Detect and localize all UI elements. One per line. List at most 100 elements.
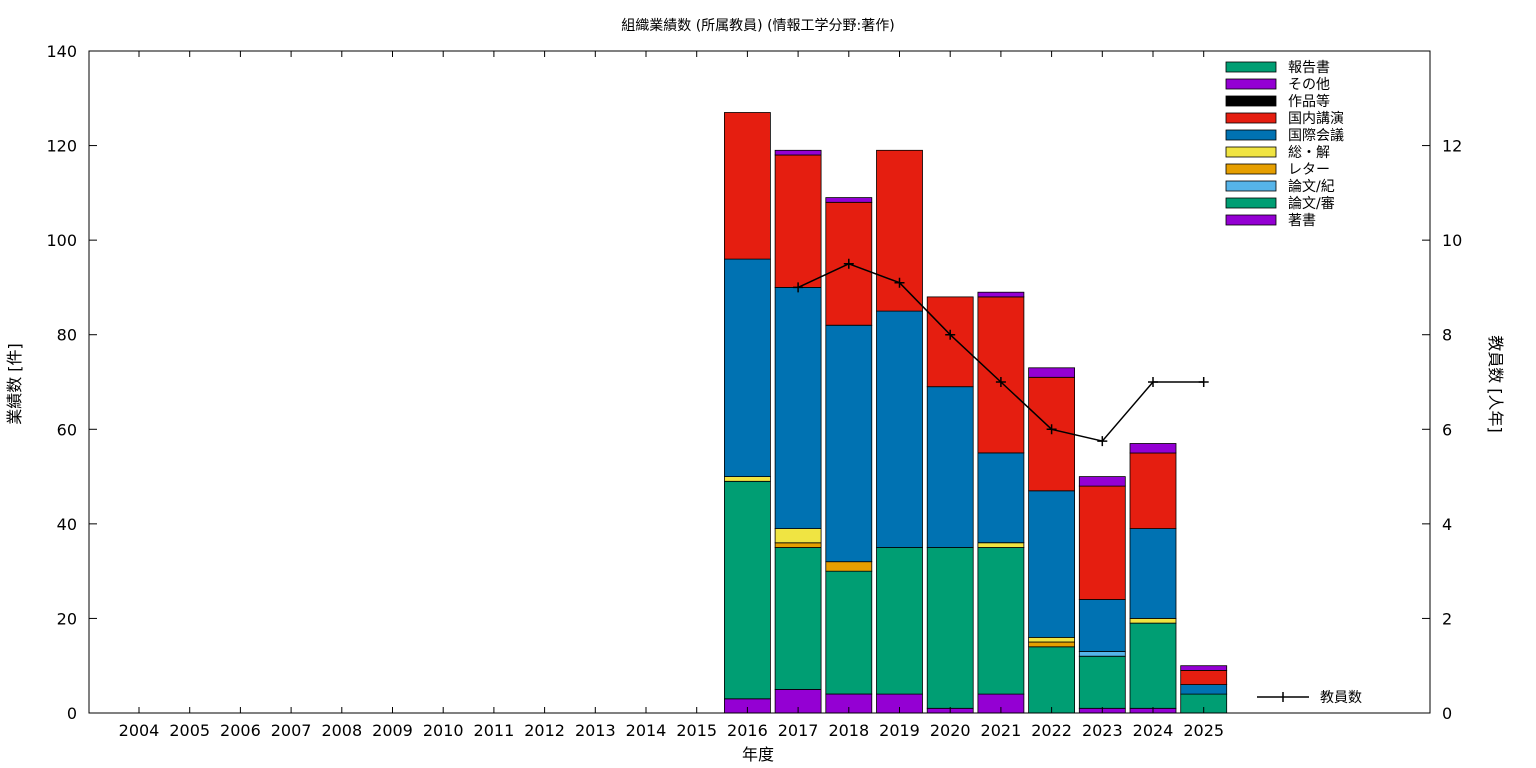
x-tick-label: 2016 xyxy=(727,721,768,740)
y-tick-label: 120 xyxy=(46,137,77,156)
x-tick-label: 2006 xyxy=(220,721,261,740)
bar-segment xyxy=(1078,485,1126,600)
legend-swatch xyxy=(1225,129,1277,141)
y2-tick-label: 8 xyxy=(1442,326,1452,345)
bar-segment xyxy=(977,296,1025,454)
bar-segment xyxy=(1129,528,1177,619)
bar-segment xyxy=(1028,367,1075,378)
legend-label: 作品等 xyxy=(1288,93,1330,110)
bar-segment xyxy=(977,291,1025,298)
y-tick-label: 20 xyxy=(57,609,77,628)
plot-area: 0 20 40 60 80 100 120 140 0 2 4 6 8 10 12 2004 2005 2006 2… xyxy=(46,42,1462,740)
y2-tick-label: 6 xyxy=(1442,420,1452,439)
teacher-count-point xyxy=(894,277,905,288)
bar-segment xyxy=(1129,443,1177,454)
legend-swatch xyxy=(1225,197,1277,209)
bar-segment xyxy=(1028,490,1075,638)
bar-segment xyxy=(926,547,974,709)
y-tick-label: 0 xyxy=(67,704,77,723)
y-tick-label: 40 xyxy=(57,515,77,534)
x-tick-label: 2019 xyxy=(879,721,920,740)
x-tick-label: 2011 xyxy=(474,721,515,740)
bar-segment xyxy=(724,258,771,478)
bar-segment xyxy=(1129,622,1177,709)
legend-swatch xyxy=(1225,180,1277,192)
x-tick-label: 2025 xyxy=(1183,721,1224,740)
bar-segment xyxy=(774,542,822,548)
x-tick-label: 2008 xyxy=(321,721,362,740)
bar-segment xyxy=(977,452,1025,544)
legend-label-line: 教員数 xyxy=(1320,690,1362,706)
bar-segment xyxy=(1180,670,1228,686)
bar-segment xyxy=(926,386,974,548)
legend-swatch xyxy=(1225,146,1277,158)
x-tick-label: 2009 xyxy=(372,721,413,740)
y2-axis-label: 教員数 [人年] xyxy=(1486,335,1505,433)
legend-label: 国際会議 xyxy=(1288,127,1344,144)
teacher-count-point xyxy=(1097,436,1108,447)
bar-segment xyxy=(825,570,873,695)
bar-segment xyxy=(774,154,822,288)
bar-segment xyxy=(825,324,873,563)
y-tick-label: 80 xyxy=(57,326,77,345)
legend-label: 著書 xyxy=(1288,213,1316,229)
teacher-count-point xyxy=(1198,377,1209,387)
legend-swatch xyxy=(1225,78,1277,90)
bar-segment xyxy=(774,528,822,544)
bar-segment xyxy=(1078,599,1126,652)
y-axis-label: 業績数 [件] xyxy=(5,343,24,425)
teacher-count-point xyxy=(945,329,956,340)
bar-segment xyxy=(1078,651,1126,657)
x-tick-label: 2018 xyxy=(828,721,869,740)
bar-segment xyxy=(1180,684,1228,695)
bar-segment xyxy=(724,480,771,700)
x-tick-label: 2021 xyxy=(981,721,1022,740)
legend-label: その他 xyxy=(1288,77,1330,93)
x-tick-label: 2010 xyxy=(423,721,464,740)
x-tick-label: 2013 xyxy=(575,721,616,740)
legend-swatch xyxy=(1225,112,1277,124)
y2-tick-label: 0 xyxy=(1442,704,1452,723)
x-tick-label: 2023 xyxy=(1082,721,1123,740)
bar-segment xyxy=(1028,636,1075,643)
bar-segment xyxy=(724,112,771,260)
legend-label: 国内講演 xyxy=(1288,111,1344,127)
bar-segment xyxy=(774,547,822,690)
bar-segment xyxy=(1129,452,1177,529)
teacher-count-point xyxy=(793,282,804,293)
x-tick-label: 2015 xyxy=(676,721,717,740)
bar-segment xyxy=(1129,618,1177,624)
bar-segment xyxy=(1028,641,1075,648)
x-tick-label: 2005 xyxy=(169,721,210,740)
chart-title: 組織業績数 (所属教員) (情報工学分野:著作) xyxy=(621,18,894,34)
legend-swatch xyxy=(1225,95,1277,107)
bar-segment xyxy=(1078,476,1126,487)
x-tick-label: 2012 xyxy=(524,721,565,740)
x-tick-label: 2017 xyxy=(778,721,819,740)
x-tick-label: 2004 xyxy=(119,721,160,740)
bar-segment xyxy=(825,201,873,326)
y-tick-label: 60 xyxy=(57,420,77,439)
legend-label: レター xyxy=(1288,162,1330,178)
legend-swatch xyxy=(1225,163,1277,175)
y-tick-label: 100 xyxy=(46,231,77,250)
legend-label: 論文/審 xyxy=(1288,196,1335,212)
legend-swatch xyxy=(1225,61,1277,73)
bar-segment xyxy=(926,296,974,388)
y2-tick-label: 4 xyxy=(1442,515,1452,534)
x-tick-label: 2007 xyxy=(271,721,312,740)
y2-tick-label: 10 xyxy=(1442,231,1462,250)
teacher-count-point xyxy=(843,258,854,269)
legend-swatch xyxy=(1225,214,1277,226)
bar-segment xyxy=(1028,646,1075,714)
bar-segment xyxy=(1078,655,1126,709)
x-tick-label: 2022 xyxy=(1031,721,1072,740)
bar-segment xyxy=(825,561,873,572)
legend-label: 報告書 xyxy=(1288,60,1330,76)
x-tick-label: 2024 xyxy=(1133,721,1174,740)
bar-segment xyxy=(977,547,1025,695)
teacher-count-point xyxy=(1148,377,1158,387)
legend-label: 総・解 xyxy=(1288,145,1330,161)
